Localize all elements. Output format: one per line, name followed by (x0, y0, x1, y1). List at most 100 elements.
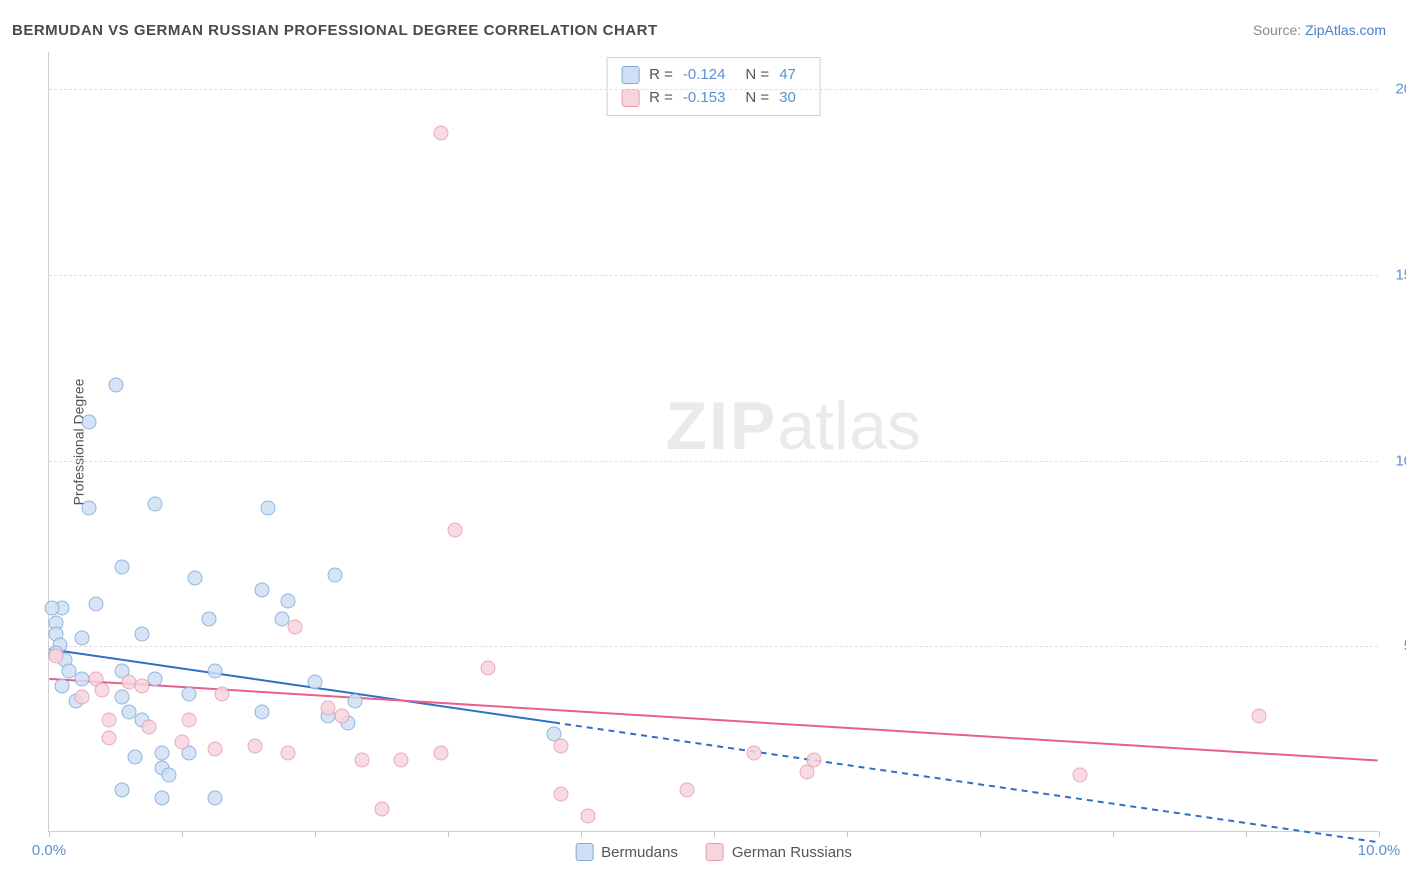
y-tick-label: 10.0% (1383, 452, 1406, 469)
gridline-h (49, 275, 1378, 276)
watermark-zip: ZIP (666, 388, 778, 464)
data-point (434, 746, 449, 761)
data-point (88, 597, 103, 612)
data-point (434, 125, 449, 140)
y-tick-label: 20.0% (1383, 81, 1406, 98)
legend-r-label: R = (649, 64, 673, 87)
x-tick-mark (315, 831, 316, 837)
legend-n-val-0: 47 (779, 64, 796, 87)
data-point (115, 783, 130, 798)
data-point (354, 753, 369, 768)
data-point (148, 671, 163, 686)
data-point (281, 746, 296, 761)
source-attrib: Source: ZipAtlas.com (1253, 22, 1386, 38)
bottom-legend-swatch-1 (706, 843, 724, 861)
data-point (1072, 768, 1087, 783)
data-point (327, 567, 342, 582)
gridline-h (49, 646, 1378, 647)
data-point (155, 746, 170, 761)
data-point (746, 746, 761, 761)
data-point (201, 612, 216, 627)
data-point (55, 679, 70, 694)
data-point (95, 682, 110, 697)
data-point (554, 786, 569, 801)
bottom-legend-label-0: Bermudans (601, 844, 678, 861)
gridline-h (49, 89, 1378, 90)
data-point (81, 500, 96, 515)
legend-row-0: R = -0.124 N = 47 (621, 64, 806, 87)
data-point (580, 809, 595, 824)
data-point (208, 742, 223, 757)
bottom-legend: Bermudans German Russians (575, 843, 852, 861)
x-tick-mark (714, 831, 715, 837)
data-point (141, 720, 156, 735)
data-point (155, 790, 170, 805)
data-point (254, 705, 269, 720)
y-axis-title: Professional Degree (70, 378, 86, 505)
legend-swatch-0 (621, 66, 639, 84)
legend-r-val-0: -0.124 (683, 64, 726, 87)
gridline-h (49, 461, 1378, 462)
data-point (447, 523, 462, 538)
x-tick-label: 10.0% (1358, 842, 1401, 859)
data-point (135, 627, 150, 642)
data-point (115, 560, 130, 575)
data-point (181, 712, 196, 727)
x-tick-label: 0.0% (32, 842, 66, 859)
x-tick-mark (581, 831, 582, 837)
data-point (48, 649, 63, 664)
bottom-legend-swatch-0 (575, 843, 593, 861)
data-point (374, 801, 389, 816)
x-tick-mark (49, 831, 50, 837)
legend-n-label: N = (745, 64, 769, 87)
bottom-legend-label-1: German Russians (732, 844, 852, 861)
data-point (680, 783, 695, 798)
data-point (181, 686, 196, 701)
watermark-atlas: atlas (777, 388, 921, 464)
data-point (161, 768, 176, 783)
source-label: Source: (1253, 22, 1305, 38)
data-point (75, 630, 90, 645)
plot-area: Professional Degree ZIPatlas R = -0.124 … (48, 52, 1378, 832)
data-point (108, 378, 123, 393)
data-point (44, 601, 59, 616)
data-point (214, 686, 229, 701)
legend-box: R = -0.124 N = 47 R = -0.153 N = 30 (606, 57, 821, 116)
data-point (1252, 708, 1267, 723)
data-point (261, 500, 276, 515)
data-point (806, 753, 821, 768)
data-point (254, 582, 269, 597)
data-point (188, 571, 203, 586)
legend-swatch-1 (621, 89, 639, 107)
data-point (248, 738, 263, 753)
x-tick-mark (182, 831, 183, 837)
y-tick-label: 5.0% (1383, 638, 1406, 655)
data-point (175, 734, 190, 749)
watermark: ZIPatlas (666, 387, 921, 465)
data-point (128, 749, 143, 764)
data-point (480, 660, 495, 675)
data-point (81, 415, 96, 430)
data-point (115, 690, 130, 705)
x-tick-mark (1379, 831, 1380, 837)
y-tick-label: 15.0% (1383, 266, 1406, 283)
data-point (101, 731, 116, 746)
chart-title: BERMUDAN VS GERMAN RUSSIAN PROFESSIONAL … (12, 22, 658, 39)
bottom-legend-item-1: German Russians (706, 843, 852, 861)
data-point (394, 753, 409, 768)
data-point (208, 664, 223, 679)
data-point (347, 694, 362, 709)
x-tick-mark (1113, 831, 1114, 837)
data-point (101, 712, 116, 727)
x-tick-mark (1246, 831, 1247, 837)
x-tick-mark (980, 831, 981, 837)
data-point (75, 690, 90, 705)
data-point (148, 497, 163, 512)
bottom-legend-item-0: Bermudans (575, 843, 678, 861)
data-point (135, 679, 150, 694)
source-link[interactable]: ZipAtlas.com (1305, 22, 1386, 38)
x-tick-mark (847, 831, 848, 837)
trend-lines-svg (49, 52, 1378, 831)
data-point (554, 738, 569, 753)
data-point (288, 619, 303, 634)
